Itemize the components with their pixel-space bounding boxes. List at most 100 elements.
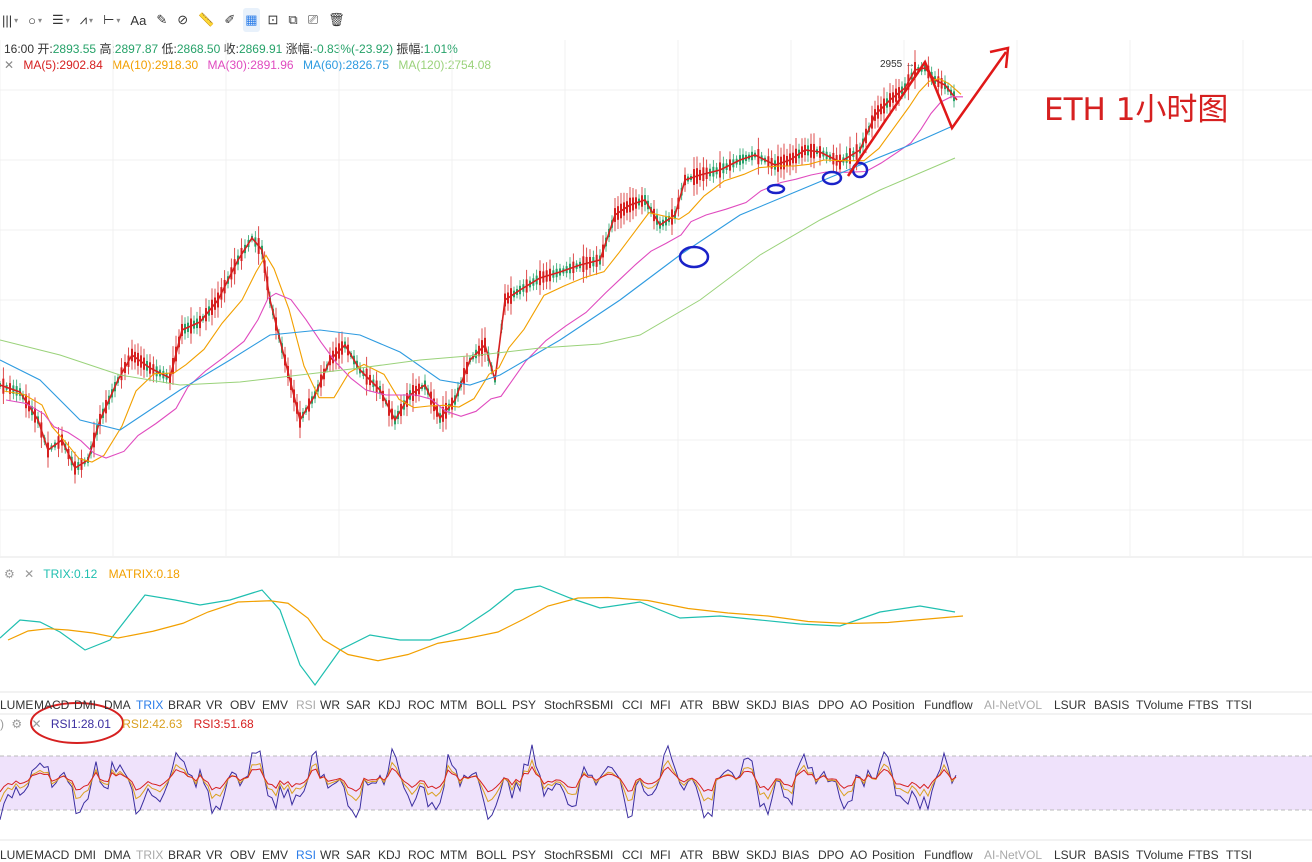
tab-ai-netvol[interactable]: AI-NetVOL xyxy=(984,698,1043,712)
tab-boll[interactable]: BOLL xyxy=(476,698,507,712)
caret-down-icon: ▾ xyxy=(65,15,70,25)
brush-tool-button[interactable]: ✎ xyxy=(154,8,169,32)
circle-tool-button[interactable]: ○ ▾ xyxy=(26,8,44,32)
tab-position[interactable]: Position xyxy=(872,698,915,712)
tab-bbw[interactable]: BBW xyxy=(712,848,740,862)
tab-brar[interactable]: BRAR xyxy=(168,698,202,712)
tab-dma[interactable]: DMA xyxy=(104,848,131,862)
tab-obv[interactable]: OBV xyxy=(230,698,256,712)
settings-icon[interactable]: ⚙ xyxy=(4,567,15,581)
ruler-button[interactable]: 📏 xyxy=(196,8,216,32)
tab-wr[interactable]: WR xyxy=(320,698,340,712)
tab-basis[interactable]: BASIS xyxy=(1094,848,1130,862)
tab-dma[interactable]: DMA xyxy=(104,698,131,712)
copy-button[interactable]: ⧉ xyxy=(286,8,299,32)
tab-cci[interactable]: CCI xyxy=(622,848,643,862)
tab-atr[interactable]: ATR xyxy=(680,698,704,712)
tab-bias[interactable]: BIAS xyxy=(782,848,810,862)
pen-button[interactable]: ✐ xyxy=(222,8,237,32)
tab-obv[interactable]: OBV xyxy=(230,848,256,862)
pattern-tool-button[interactable]: ⩘ ▾ xyxy=(78,8,95,32)
tab-mtm[interactable]: MTM xyxy=(440,848,468,862)
close-icon[interactable]: ✕ xyxy=(4,58,15,72)
tab-ao[interactable]: AO xyxy=(850,698,868,712)
measure-tool-button[interactable]: ⊢ ▾ xyxy=(101,8,122,32)
tab-ttsi[interactable]: TTSI xyxy=(1226,698,1252,712)
tab-ai-netvol[interactable]: AI-NetVOL xyxy=(984,848,1043,862)
tab-mfi[interactable]: MFI xyxy=(650,698,671,712)
tab-lume[interactable]: LUME xyxy=(0,848,34,862)
close-icon[interactable]: ✕ xyxy=(31,717,42,731)
ma60-line xyxy=(0,124,956,431)
tab-wr[interactable]: WR xyxy=(320,848,340,862)
tab-fundflow[interactable]: Fundflow xyxy=(924,698,973,712)
tab-trix[interactable]: TRIX xyxy=(136,698,164,712)
tab-macd[interactable]: MACD xyxy=(34,848,70,862)
tab-sar[interactable]: SAR xyxy=(346,848,371,862)
tab-ftbs[interactable]: FTBS xyxy=(1188,848,1219,862)
tab-stochrsi[interactable]: StochRSI xyxy=(544,848,595,862)
tab-roc[interactable]: ROC xyxy=(408,698,435,712)
screenshot-button[interactable]: ⎚ xyxy=(306,8,320,32)
tab-skdj[interactable]: SKDJ xyxy=(746,848,777,862)
tab-skdj[interactable]: SKDJ xyxy=(746,698,777,712)
open-value: 2893.55 xyxy=(52,42,97,56)
tab-rsi[interactable]: RSI xyxy=(296,698,317,712)
tab-tvolume[interactable]: TVolume xyxy=(1136,848,1184,862)
lock-button[interactable]: ⊡ xyxy=(266,8,281,32)
tab-trix[interactable]: TRIX xyxy=(136,848,164,862)
ma10-label: MA(10):2918.30 xyxy=(112,58,199,72)
tab-ftbs[interactable]: FTBS xyxy=(1188,698,1219,712)
tab-dmi[interactable]: DMI xyxy=(74,698,96,712)
tab-vr[interactable]: VR xyxy=(206,698,223,712)
tab-kdj[interactable]: KDJ xyxy=(378,848,401,862)
tab-kdj[interactable]: KDJ xyxy=(378,698,401,712)
tab-tvolume[interactable]: TVolume xyxy=(1136,698,1184,712)
tab-bias[interactable]: BIAS xyxy=(782,698,810,712)
tab-smi[interactable]: SMI xyxy=(592,698,614,712)
grid-button[interactable]: ▦ xyxy=(243,8,260,32)
columns-button[interactable]: ||| ▾ xyxy=(0,8,20,32)
tab-bbw[interactable]: BBW xyxy=(712,698,740,712)
tab-brar[interactable]: BRAR xyxy=(168,848,202,862)
text-tool-button[interactable]: Aa xyxy=(128,8,148,32)
tab-position[interactable]: Position xyxy=(872,848,915,862)
tab-dpo[interactable]: DPO xyxy=(818,698,845,712)
tab-roc[interactable]: ROC xyxy=(408,848,435,862)
matrix-line xyxy=(7,596,964,662)
tab-fundflow[interactable]: Fundflow xyxy=(924,848,973,862)
settings-icon[interactable]: ⚙ xyxy=(11,717,23,731)
tab-vr[interactable]: VR xyxy=(206,848,223,862)
tab-lsur[interactable]: LSUR xyxy=(1054,848,1087,862)
tab-dpo[interactable]: DPO xyxy=(818,848,845,862)
tab-stochrsi[interactable]: StochRSI xyxy=(544,698,595,712)
tab-dmi[interactable]: DMI xyxy=(74,848,96,862)
tab-atr[interactable]: ATR xyxy=(680,848,704,862)
tab-psy[interactable]: PSY xyxy=(512,848,537,862)
trix-line xyxy=(0,585,956,687)
tab-lume[interactable]: LUME xyxy=(0,698,34,712)
rsi3-line xyxy=(0,765,957,793)
tab-sar[interactable]: SAR xyxy=(346,698,371,712)
close-icon[interactable]: ✕ xyxy=(24,567,35,581)
tab-macd[interactable]: MACD xyxy=(34,698,70,712)
tab-boll[interactable]: BOLL xyxy=(476,848,507,862)
tab-ao[interactable]: AO xyxy=(850,848,868,862)
magnet-button[interactable]: ⊘ xyxy=(175,8,190,32)
open-label: 开: xyxy=(37,42,53,56)
amplitude-label: 振幅: xyxy=(396,42,424,56)
tab-basis[interactable]: BASIS xyxy=(1094,698,1130,712)
tab-emv[interactable]: EMV xyxy=(262,848,289,862)
tab-rsi[interactable]: RSI xyxy=(296,848,317,862)
tab-psy[interactable]: PSY xyxy=(512,698,537,712)
trash-button[interactable]: 🗑 xyxy=(326,8,347,32)
lines-tool-button[interactable]: ☰ ▾ xyxy=(50,8,72,32)
tab-cci[interactable]: CCI xyxy=(622,698,643,712)
tab-ttsi[interactable]: TTSI xyxy=(1226,848,1252,862)
tab-emv[interactable]: EMV xyxy=(262,698,289,712)
tab-smi[interactable]: SMI xyxy=(592,848,614,862)
tab-mfi[interactable]: MFI xyxy=(650,848,671,862)
tab-mtm[interactable]: MTM xyxy=(440,698,468,712)
tab-lsur[interactable]: LSUR xyxy=(1054,698,1087,712)
